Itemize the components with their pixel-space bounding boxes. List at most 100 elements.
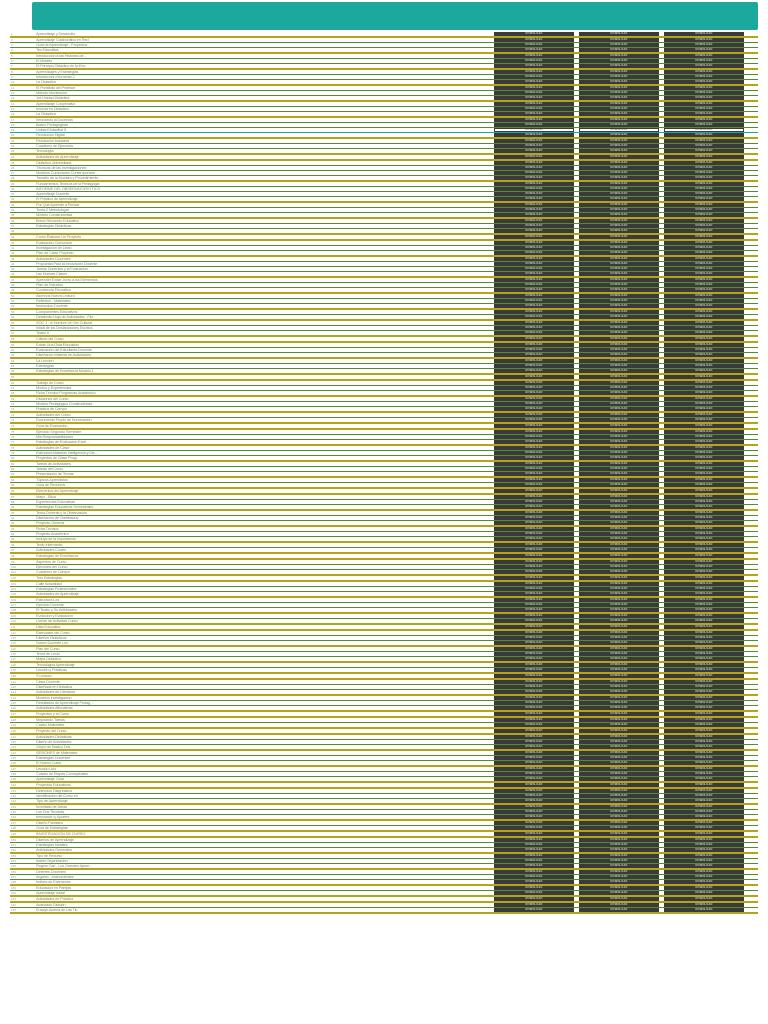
document-title[interactable]: Por Qué Aprende a Pensar	[34, 203, 274, 207]
download-button[interactable]: DOWNLOAD	[579, 500, 659, 504]
document-title[interactable]: Cuadro de Etapas Conceptuales	[34, 772, 274, 776]
document-title[interactable]: Las Nuevas Clases	[34, 272, 274, 276]
document-title[interactable]: Proyectos de Clase Progr…	[34, 456, 274, 460]
document-title[interactable]: Tareas de Actividades	[34, 462, 274, 466]
download-button[interactable]: DOWNLOAD	[579, 789, 659, 793]
download-button[interactable]: DOWNLOAD	[664, 343, 744, 347]
download-button[interactable]: DOWNLOAD	[579, 456, 659, 460]
download-button[interactable]: DOWNLOAD	[579, 521, 659, 525]
document-title[interactable]: Ficha Técnica Programas Académico	[34, 391, 274, 395]
download-button[interactable]: DOWNLOAD	[579, 560, 659, 564]
document-title[interactable]: La Didactica	[34, 112, 274, 116]
download-button[interactable]: DOWNLOAD	[579, 723, 659, 727]
download-button[interactable]: DOWNLOAD	[579, 859, 659, 863]
download-button[interactable]: DOWNLOAD	[579, 326, 659, 330]
download-button[interactable]: DOWNLOAD	[664, 543, 744, 547]
download-button[interactable]: DOWNLOAD	[579, 483, 659, 487]
download-button[interactable]: DOWNLOAD	[664, 272, 744, 276]
download-button[interactable]: DOWNLOAD	[579, 756, 659, 760]
download-button[interactable]: DOWNLOAD	[494, 235, 574, 239]
document-title[interactable]: Los Dos Tecnicas	[34, 810, 274, 814]
download-button[interactable]: DOWNLOAD	[664, 560, 744, 564]
download-button[interactable]: DOWNLOAD	[664, 133, 744, 137]
download-button[interactable]: DOWNLOAD	[579, 799, 659, 803]
download-button[interactable]: DOWNLOAD	[494, 176, 574, 180]
document-title[interactable]: Teatro II	[34, 331, 274, 335]
download-button[interactable]: DOWNLOAD	[579, 870, 659, 874]
download-button[interactable]: DOWNLOAD	[494, 348, 574, 352]
document-title[interactable]: Aprendizaje Cooperativo	[34, 102, 274, 106]
download-button[interactable]: DOWNLOAD	[579, 848, 659, 852]
document-title[interactable]	[34, 375, 274, 379]
download-button[interactable]: DOWNLOAD	[664, 891, 744, 895]
download-button[interactable]: DOWNLOAD	[579, 478, 659, 482]
download-button[interactable]: DOWNLOAD	[494, 712, 574, 716]
download-button[interactable]: DOWNLOAD	[664, 614, 744, 618]
download-button[interactable]: DOWNLOAD	[579, 430, 659, 434]
download-button[interactable]: DOWNLOAD	[494, 375, 574, 379]
download-button[interactable]: DOWNLOAD	[494, 424, 574, 428]
download-button[interactable]: DOWNLOAD	[579, 278, 659, 282]
download-button[interactable]: DOWNLOAD	[664, 657, 744, 661]
document-title[interactable]: Aprendizaje Guía	[34, 777, 274, 781]
download-button[interactable]: DOWNLOAD	[494, 229, 574, 233]
download-button[interactable]: DOWNLOAD	[664, 391, 744, 395]
download-button[interactable]: DOWNLOAD	[579, 402, 659, 406]
download-button[interactable]: DOWNLOAD	[664, 478, 744, 482]
download-button[interactable]: DOWNLOAD	[664, 112, 744, 116]
document-title[interactable]: Presentación de Temas	[34, 472, 274, 476]
document-title[interactable]: Proyecto Académico	[34, 532, 274, 536]
download-button[interactable]: DOWNLOAD	[579, 712, 659, 716]
download-button[interactable]: DOWNLOAD	[579, 810, 659, 814]
document-title[interactable]: Mejorando Tareas	[34, 718, 274, 722]
download-button[interactable]: DOWNLOAD	[664, 304, 744, 308]
download-button[interactable]: DOWNLOAD	[664, 96, 744, 100]
download-button[interactable]: DOWNLOAD	[579, 891, 659, 895]
download-button[interactable]: DOWNLOAD	[664, 171, 744, 175]
download-button[interactable]: DOWNLOAD	[494, 548, 574, 552]
download-button[interactable]: DOWNLOAD	[579, 224, 659, 228]
download-button[interactable]: DOWNLOAD	[579, 128, 659, 132]
download-button[interactable]: DOWNLOAD	[494, 805, 574, 809]
document-title[interactable]: Educacion en Parejas	[34, 886, 274, 890]
download-button[interactable]: DOWNLOAD	[494, 118, 574, 122]
download-button[interactable]: DOWNLOAD	[579, 718, 659, 722]
download-button[interactable]: DOWNLOAD	[579, 32, 659, 36]
download-button[interactable]: DOWNLOAD	[664, 701, 744, 705]
document-title[interactable]: Actividades de Aprendizaje	[34, 592, 274, 596]
download-button[interactable]: DOWNLOAD	[494, 592, 574, 596]
download-button[interactable]: DOWNLOAD	[664, 500, 744, 504]
document-title[interactable]: Texto Intermedio	[34, 543, 274, 547]
download-button[interactable]: DOWNLOAD	[579, 107, 659, 111]
download-button[interactable]: DOWNLOAD	[664, 794, 744, 798]
document-title[interactable]: Cuaderno de Campo	[34, 570, 274, 574]
document-title[interactable]: Breve Recuerdo Educativo	[34, 219, 274, 223]
download-button[interactable]: DOWNLOAD	[494, 511, 574, 515]
download-button[interactable]: DOWNLOAD	[664, 451, 744, 455]
download-button[interactable]: DOWNLOAD	[664, 652, 744, 656]
document-title[interactable]: Diseñada en Didáctica	[34, 685, 274, 689]
download-button[interactable]: DOWNLOAD	[579, 91, 659, 95]
download-button[interactable]: DOWNLOAD	[494, 891, 574, 895]
download-button[interactable]: DOWNLOAD	[494, 483, 574, 487]
download-button[interactable]: DOWNLOAD	[494, 70, 574, 74]
download-button[interactable]: DOWNLOAD	[494, 364, 574, 368]
download-button[interactable]: DOWNLOAD	[664, 75, 744, 79]
download-button[interactable]: DOWNLOAD	[494, 815, 574, 819]
download-button[interactable]: DOWNLOAD	[579, 527, 659, 531]
download-button[interactable]: DOWNLOAD	[664, 224, 744, 228]
download-button[interactable]: DOWNLOAD	[579, 343, 659, 347]
download-button[interactable]: DOWNLOAD	[494, 107, 574, 111]
document-title[interactable]: Plan del Curso	[34, 647, 274, 651]
download-button[interactable]: DOWNLOAD	[494, 832, 574, 836]
document-title[interactable]: Actividades de Aprendizaje	[34, 155, 274, 159]
download-button[interactable]: DOWNLOAD	[579, 413, 659, 417]
download-button[interactable]: DOWNLOAD	[579, 262, 659, 266]
download-button[interactable]: DOWNLOAD	[664, 430, 744, 434]
download-button[interactable]: DOWNLOAD	[664, 908, 744, 912]
download-button[interactable]: DOWNLOAD	[494, 64, 574, 68]
download-button[interactable]: DOWNLOAD	[579, 668, 659, 672]
download-button[interactable]: DOWNLOAD	[664, 631, 744, 635]
document-title[interactable]: Resultados de Aprendizaje Pedag…	[34, 701, 274, 705]
document-title[interactable]: INFORME DEL OBSERVATORIO TICS	[34, 187, 274, 191]
